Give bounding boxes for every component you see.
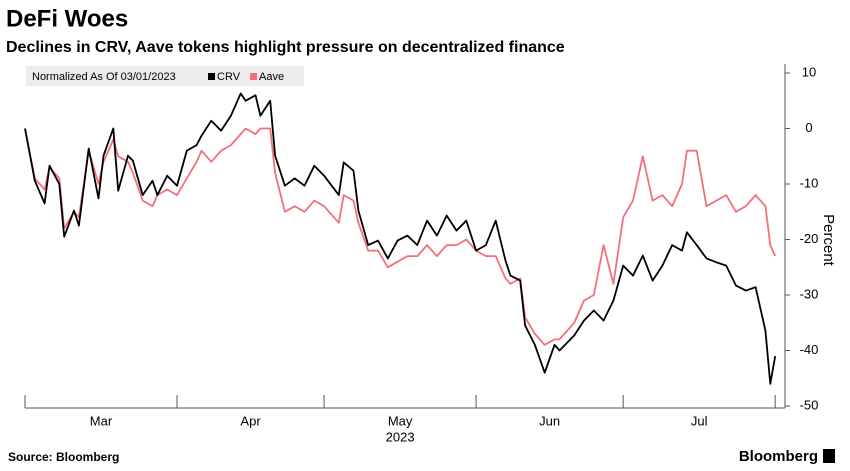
y-tick-label: -40: [800, 342, 819, 357]
legend-swatch: [208, 73, 215, 80]
legend-label: CRV: [217, 71, 241, 83]
x-tick-label: Mar: [90, 413, 113, 428]
x-tick-label: Jul: [691, 413, 708, 428]
x-tick-label: Jun: [539, 413, 560, 428]
x-tick-label: Apr: [240, 413, 261, 428]
x-tick-label: May: [388, 413, 413, 428]
y-tick-label: -10: [800, 175, 819, 190]
brand-icon: [823, 449, 835, 463]
series-line: [24, 127, 777, 346]
legend-swatch: [250, 73, 258, 80]
y-tick-label: 10: [802, 64, 816, 79]
source: Source: Bloomberg: [8, 450, 119, 464]
legend-label: Aave: [259, 71, 284, 83]
y-axis-label: Percent: [820, 214, 837, 267]
y-tick-label: -20: [800, 231, 819, 246]
brand: Bloomberg: [739, 448, 818, 465]
y-tick-label: -30: [800, 286, 819, 301]
series-line: [24, 92, 777, 385]
legend-box: [26, 66, 304, 86]
y-tick-label: -50: [800, 397, 819, 412]
y-tick-label: 0: [805, 120, 812, 135]
chart-title: DeFi Woes: [6, 5, 128, 32]
x-axis-label: 2023: [386, 429, 415, 444]
legend-title: Normalized As Of 03/01/2023: [32, 71, 176, 83]
chart-subtitle: Declines in CRV, Aave tokens highlight p…: [6, 39, 565, 56]
